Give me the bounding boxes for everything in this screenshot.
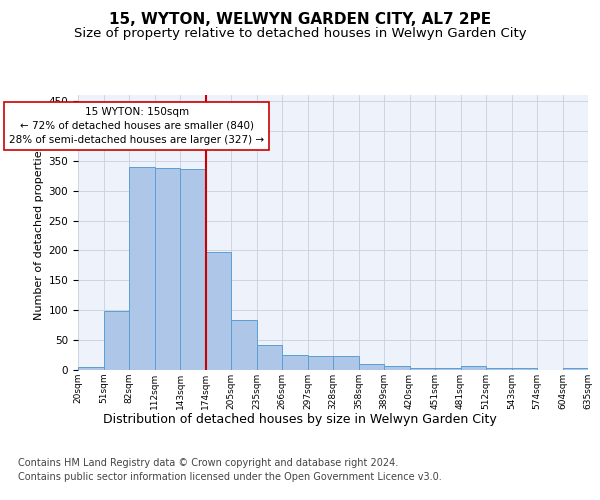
Bar	[205, 252, 231, 370]
Bar	[78, 367, 104, 370]
Bar	[231, 320, 257, 370]
Bar	[384, 366, 409, 370]
Bar	[257, 345, 282, 370]
Bar	[180, 169, 205, 370]
Text: Size of property relative to detached houses in Welwyn Garden City: Size of property relative to detached ho…	[74, 28, 526, 40]
Bar	[461, 366, 486, 370]
Y-axis label: Number of detached properties: Number of detached properties	[34, 145, 44, 320]
Bar	[435, 368, 461, 370]
Text: Contains HM Land Registry data © Crown copyright and database right 2024.: Contains HM Land Registry data © Crown c…	[18, 458, 398, 468]
Text: Contains public sector information licensed under the Open Government Licence v3: Contains public sector information licen…	[18, 472, 442, 482]
Bar	[129, 166, 155, 370]
Bar	[359, 364, 384, 370]
Bar	[308, 356, 333, 370]
Bar	[511, 368, 537, 370]
Bar	[155, 168, 180, 370]
Text: 15, WYTON, WELWYN GARDEN CITY, AL7 2PE: 15, WYTON, WELWYN GARDEN CITY, AL7 2PE	[109, 12, 491, 28]
Text: Distribution of detached houses by size in Welwyn Garden City: Distribution of detached houses by size …	[103, 412, 497, 426]
Bar	[409, 368, 435, 370]
Bar	[563, 368, 588, 370]
Bar	[486, 368, 511, 370]
Bar	[104, 312, 129, 370]
Text: 15 WYTON: 150sqm
← 72% of detached houses are smaller (840)
28% of semi-detached: 15 WYTON: 150sqm ← 72% of detached house…	[9, 107, 264, 145]
Bar	[333, 356, 359, 370]
Bar	[282, 355, 308, 370]
